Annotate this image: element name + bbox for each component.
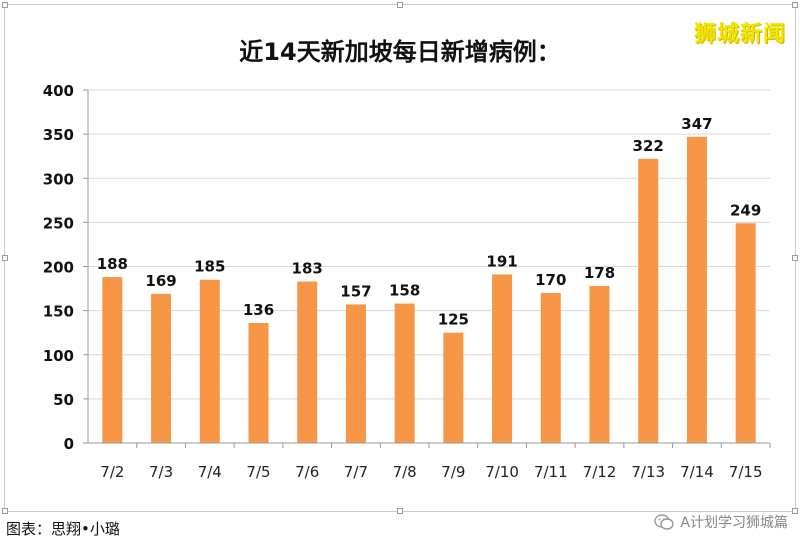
data-label: 249 bbox=[730, 201, 761, 219]
data-label: 136 bbox=[243, 301, 274, 319]
y-tick-label: 250 bbox=[43, 214, 74, 232]
x-tick-label: 7/4 bbox=[198, 463, 222, 481]
wechat-account: A计划学习狮城篇 bbox=[654, 512, 788, 532]
x-tick-label: 7/13 bbox=[631, 463, 665, 481]
bar-7-4 bbox=[199, 279, 220, 443]
bar-7-9 bbox=[443, 332, 464, 443]
bar-7-14 bbox=[686, 136, 707, 443]
x-axis: 7/2 7/3 7/4 7/5 7/6 7/7 7/8 7/9 7/10 7/11 7/12 7/13… bbox=[88, 442, 771, 481]
data-label: 188 bbox=[97, 255, 128, 273]
account-name: A计划学习狮城篇 bbox=[680, 515, 788, 531]
data-label: 157 bbox=[340, 282, 371, 300]
data-label: 158 bbox=[389, 282, 420, 300]
data-labels: 188 169 185 136 183 157 158 125 191 170 178 322 347 2… bbox=[97, 115, 762, 329]
watermark-logo: 狮城新闻 bbox=[693, 22, 786, 47]
data-label: 125 bbox=[438, 311, 469, 329]
gridlines bbox=[88, 89, 770, 444]
bar-7-2 bbox=[102, 277, 123, 443]
y-tick-label: 300 bbox=[43, 170, 74, 188]
resize-handle[interactable] bbox=[2, 508, 8, 514]
bar-7-10 bbox=[492, 274, 513, 443]
bar-7-3 bbox=[151, 293, 172, 443]
y-tick-label: 200 bbox=[43, 259, 74, 277]
y-tick-label: 150 bbox=[43, 303, 74, 321]
y-tick-label: 100 bbox=[43, 347, 74, 365]
bar-chart: 0 50 100 150 200 250 300 350 400 188 169 185 136 183… bbox=[43, 82, 771, 481]
y-tick-label: 400 bbox=[43, 82, 74, 100]
data-label: 347 bbox=[681, 115, 712, 133]
x-tick-label: 7/15 bbox=[729, 463, 763, 481]
data-label: 185 bbox=[194, 258, 225, 276]
resize-handle[interactable] bbox=[792, 255, 798, 261]
bar-7-11 bbox=[540, 292, 561, 443]
x-tick-label: 7/5 bbox=[246, 463, 270, 481]
resize-handle[interactable] bbox=[792, 508, 798, 514]
y-tick-label: 50 bbox=[53, 391, 74, 409]
x-tick-label: 7/12 bbox=[583, 463, 617, 481]
resize-handle[interactable] bbox=[397, 2, 403, 8]
data-label: 178 bbox=[584, 264, 615, 282]
resize-handle[interactable] bbox=[2, 2, 8, 8]
bars bbox=[102, 136, 756, 443]
bar-7-12 bbox=[589, 285, 610, 443]
y-tick-label: 350 bbox=[43, 126, 74, 144]
data-label: 183 bbox=[292, 260, 323, 278]
resize-handle[interactable] bbox=[792, 2, 798, 8]
data-label: 170 bbox=[535, 271, 566, 289]
x-tick-label: 7/6 bbox=[295, 463, 319, 481]
x-tick-label: 7/7 bbox=[344, 463, 368, 481]
chart-caption: 图表：思翔•小璐 bbox=[6, 520, 120, 538]
bar-7-5 bbox=[248, 322, 269, 443]
x-tick-label: 7/3 bbox=[149, 463, 173, 481]
data-label: 322 bbox=[633, 137, 664, 155]
x-tick-label: 7/8 bbox=[393, 463, 417, 481]
data-label: 191 bbox=[486, 252, 517, 270]
resize-handle[interactable] bbox=[397, 508, 403, 514]
wechat-icon bbox=[654, 514, 675, 530]
bar-7-7 bbox=[345, 304, 366, 443]
bar-7-15 bbox=[735, 223, 756, 443]
y-tick-label: 0 bbox=[64, 435, 74, 453]
x-tick-label: 7/9 bbox=[441, 463, 465, 481]
resize-handle[interactable] bbox=[2, 255, 8, 261]
bar-7-8 bbox=[394, 303, 415, 443]
x-tick-label: 7/14 bbox=[680, 463, 714, 481]
y-axis: 0 50 100 150 200 250 300 350 400 bbox=[43, 82, 89, 453]
data-label: 169 bbox=[145, 272, 176, 290]
bar-7-6 bbox=[297, 281, 318, 443]
bar-7-13 bbox=[638, 158, 659, 443]
x-tick-label: 7/11 bbox=[534, 463, 568, 481]
x-tick-label: 7/2 bbox=[100, 463, 124, 481]
x-tick-label: 7/10 bbox=[485, 463, 519, 481]
chart-title: 近14天新加坡每日新增病例： bbox=[239, 38, 561, 66]
